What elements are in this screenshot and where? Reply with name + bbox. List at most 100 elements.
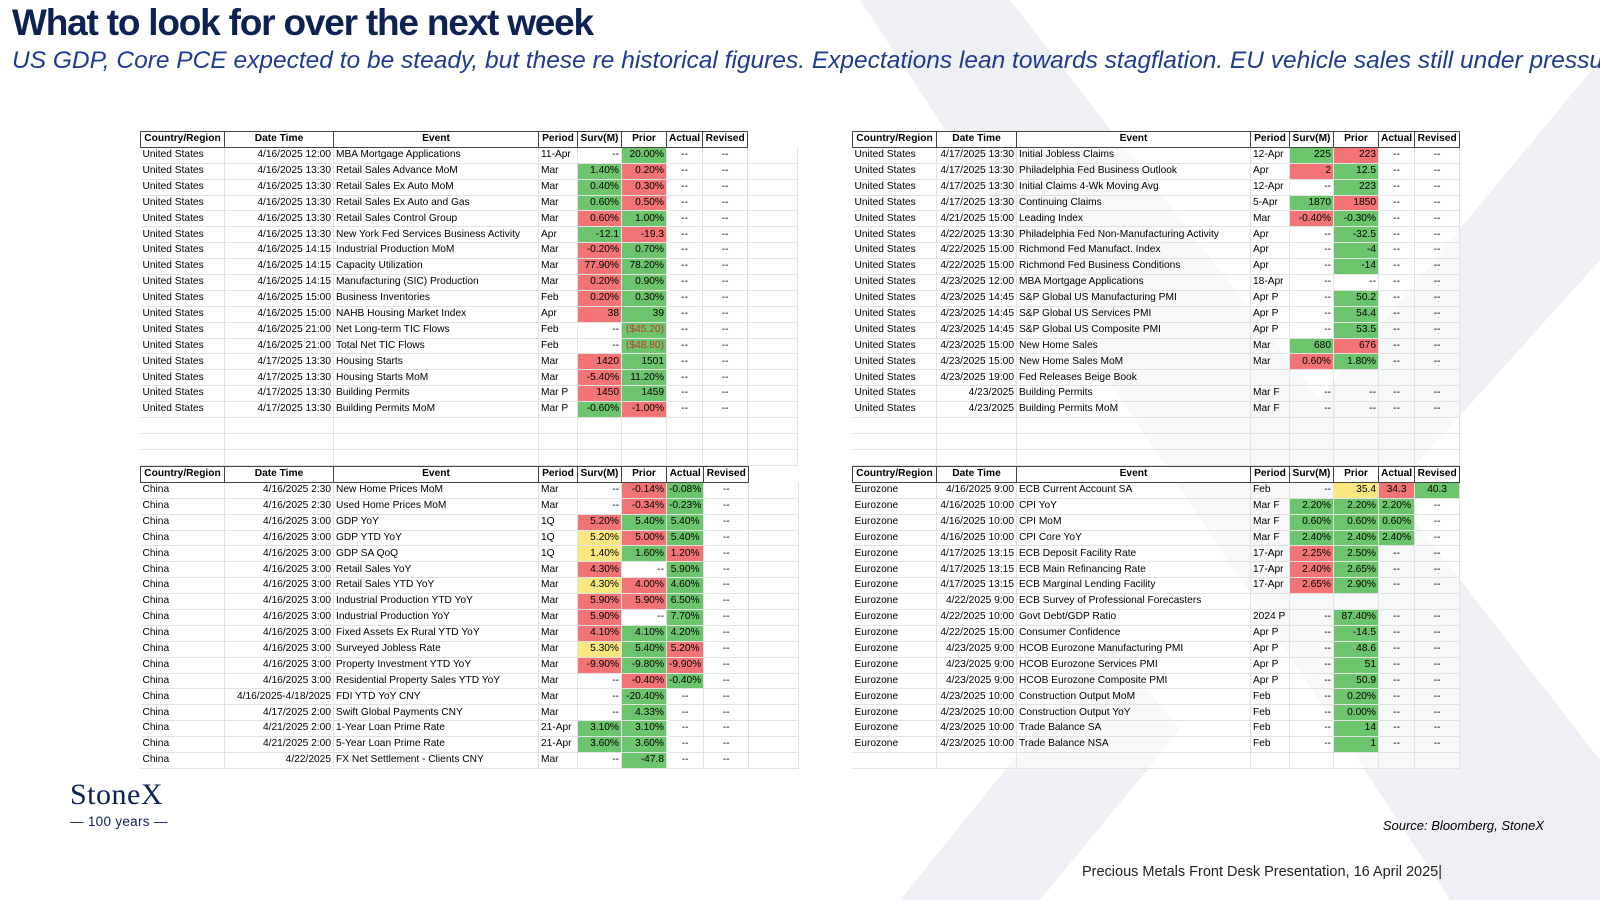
- cell-datetime: 4/21/2025 2:00: [224, 720, 334, 738]
- table-row: China 4/16/2025 3:00 GDP YoY 1Q 5.20% 5.40% 5.…: [140, 514, 800, 531]
- cell-actual: 0.60%: [1378, 514, 1416, 531]
- cell-event: Building Permits MoM: [333, 401, 539, 419]
- empty-cell: [1414, 752, 1461, 769]
- table-row: China 4/16/2025 3:00 Property Investment Y…: [140, 657, 800, 674]
- cell-survey: 0.20%: [577, 290, 622, 307]
- cell-period: Mar: [538, 752, 578, 769]
- column-header-actual: Actual: [665, 466, 705, 483]
- cell-prior: 51: [1333, 657, 1379, 674]
- cell-datetime: 4/23/2025: [936, 401, 1017, 419]
- cell-country: Eurozone: [852, 482, 937, 499]
- cell-revised: --: [1414, 688, 1461, 706]
- cell-country: Eurozone: [852, 498, 937, 515]
- spacer-cell: [748, 625, 800, 642]
- cell-prior: 53.5: [1333, 322, 1379, 339]
- cell-event: New Home Prices MoM: [333, 482, 539, 499]
- cell-prior: -0.40%: [621, 673, 667, 690]
- table-header-row: Country/Region Date Time Event Period Surv(M…: [140, 131, 798, 148]
- cell-actual: 6.50%: [666, 593, 705, 611]
- cell-datetime: 4/17/2025 13:30: [936, 147, 1017, 164]
- table-row: United States 4/23/2025 Building Permits M…: [852, 401, 1461, 419]
- empty-row: [852, 433, 1461, 450]
- table-row: United States 4/17/2025 13:30 Initial Clai…: [852, 179, 1461, 196]
- cell-country: United States: [140, 338, 225, 355]
- cell-actual: --: [666, 752, 705, 769]
- empty-cell: [936, 752, 1017, 769]
- cell-survey: 1420: [577, 353, 622, 371]
- cell-datetime: 4/23/2025 15:00: [936, 338, 1017, 355]
- cell-period: Mar P: [538, 385, 578, 403]
- cell-actual: --: [666, 163, 704, 180]
- empty-cell: [1414, 433, 1461, 450]
- cell-prior: 223: [1333, 147, 1379, 164]
- cell-survey: --: [577, 752, 622, 769]
- cell-revised: --: [1414, 641, 1461, 658]
- cell-actual: --: [1378, 242, 1416, 260]
- cell-revised: --: [1414, 561, 1461, 579]
- cell-prior: --: [1333, 385, 1379, 403]
- cell-period: Feb: [538, 290, 578, 307]
- cell-event: GDP SA QoQ: [333, 545, 539, 563]
- column-header-actual: Actual: [665, 131, 704, 148]
- table-row: United States 4/16/2025 15:00 NAHB Housing…: [140, 306, 799, 323]
- cell-survey: --: [1289, 720, 1334, 738]
- cell-actual: --: [1378, 274, 1416, 291]
- spacer-cell: [748, 704, 800, 722]
- cell-country: United States: [852, 322, 937, 339]
- cell-datetime: 4/16/2025 21:00: [224, 322, 334, 339]
- spacer-cell: [747, 353, 799, 371]
- empty-cell: [1289, 752, 1334, 769]
- cell-period: Mar P: [538, 401, 578, 419]
- cell-prior: 1.60%: [621, 545, 667, 563]
- cell-period: Mar: [538, 195, 578, 212]
- cell-prior: -4: [1333, 242, 1379, 260]
- empty-cell: [1414, 417, 1461, 434]
- table-row: United States 4/17/2025 13:30 Housing Star…: [140, 353, 799, 371]
- cell-datetime: 4/22/2025 13:30: [936, 226, 1017, 244]
- cell-prior: 39: [621, 306, 667, 323]
- column-header-period: Period: [1250, 466, 1290, 483]
- cell-country: Eurozone: [852, 561, 937, 579]
- column-header-revised: Revised: [1414, 131, 1461, 148]
- column-header-event: Event: [1016, 466, 1251, 483]
- cell-period: [1250, 593, 1290, 611]
- table-row: China 4/16/2025 3:00 Fixed Assets Ex Rural…: [140, 625, 800, 642]
- table-row: Eurozone 4/23/2025 9:00 HCOB Eurozone Comp…: [852, 673, 1461, 690]
- cell-actual: 1.20%: [666, 545, 705, 563]
- table-row: Eurozone 4/17/2025 13:15 ECB Deposit Facil…: [852, 545, 1461, 563]
- cell-actual: --: [666, 322, 704, 339]
- cell-country: United States: [140, 353, 225, 371]
- cell-actual: --: [1378, 226, 1416, 244]
- spacer-cell: [748, 577, 800, 595]
- cell-period: Feb: [538, 338, 578, 355]
- table-row: United States 4/17/2025 13:30 Building Per…: [140, 401, 799, 419]
- cell-prior: -14.5: [1333, 625, 1379, 642]
- empty-cell: [936, 417, 1017, 434]
- cell-country: United States: [140, 306, 225, 323]
- column-header-revised: Revised: [703, 466, 750, 483]
- table-row: China 4/16/2025 3:00 GDP YTD YoY 1Q 5.20% 5.0…: [140, 530, 800, 547]
- cell-survey: --: [1289, 290, 1334, 307]
- cell-survey: --: [1289, 688, 1334, 706]
- cell-period: Mar: [538, 258, 578, 276]
- spacer-cell: [747, 369, 799, 387]
- cell-revised: --: [703, 593, 750, 611]
- cell-actual: 5.40%: [666, 514, 705, 531]
- cell-event: FDI YTD YoY CNY: [333, 688, 539, 706]
- cell-prior: 54.4: [1333, 306, 1379, 323]
- cell-period: Mar: [538, 704, 578, 722]
- cell-event: Initial Claims 4-Wk Moving Avg: [1016, 179, 1251, 196]
- cell-survey: 4.10%: [577, 625, 622, 642]
- table-row: United States 4/23/2025 19:00 Fed Releases…: [852, 369, 1461, 387]
- cell-actual: --: [1378, 338, 1416, 355]
- cell-event: Net Long-term TIC Flows: [333, 322, 539, 339]
- table-row: United States 4/16/2025 21:00 Net Long-ter…: [140, 322, 799, 339]
- cell-survey: 2: [1289, 163, 1334, 180]
- cell-event: Residential Property Sales YTD YoY: [333, 673, 539, 690]
- spacer-header: [748, 132, 798, 148]
- cell-revised: --: [1414, 322, 1461, 339]
- empty-row: [852, 417, 1461, 434]
- cell-revised: --: [702, 274, 749, 291]
- spacer-cell: [748, 530, 800, 547]
- cell-country: Eurozone: [852, 736, 937, 754]
